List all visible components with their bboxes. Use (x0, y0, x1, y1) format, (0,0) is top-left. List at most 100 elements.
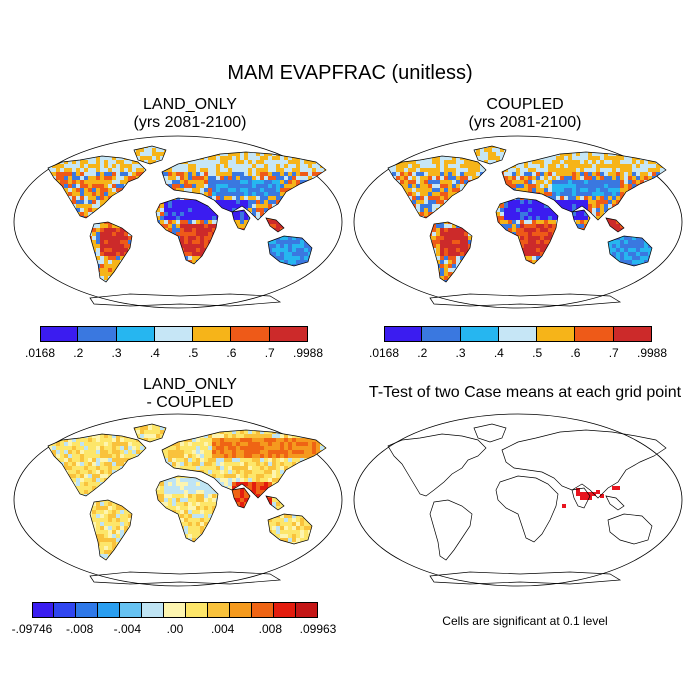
ttest-map (353, 413, 683, 587)
colorbar-swatch (164, 602, 186, 618)
difference-map (13, 413, 343, 587)
significant-cell (576, 492, 580, 496)
coastline-namerica (47, 155, 147, 219)
panel-title-coupled: COUPLED (yrs 2081-2100) (375, 96, 675, 132)
land-only-map (13, 135, 343, 309)
coastline-seasia (605, 495, 625, 511)
coastline-australia (267, 235, 313, 267)
significant-cell (588, 496, 592, 500)
coastline-samerica (429, 221, 473, 283)
significance-note: Cells are significant at 0.1 level (442, 614, 608, 628)
colorbar-swatch (76, 602, 98, 618)
colorbar-tick-label: .0168 (24, 346, 56, 360)
coastline-samerica (89, 499, 133, 561)
panel-title-line2: (yrs 2081-2100) (133, 114, 247, 131)
panel-title-line2: (yrs 2081-2100) (468, 114, 582, 131)
significant-cell (580, 496, 584, 500)
panel-title-difference: LAND_ONLY - COUPLED (40, 376, 340, 412)
coastline-seasia (265, 495, 285, 511)
colorbar-tick-label: .9988 (292, 346, 324, 360)
map-boundary (353, 413, 683, 587)
coastline-india (231, 487, 251, 509)
coastline-greenland (133, 145, 167, 165)
colorbar-tick-label: .7 (608, 346, 619, 360)
colorbar-tick-label: -.09746 (11, 622, 53, 636)
coastline-seasia (605, 217, 625, 233)
significant-cell (612, 486, 616, 490)
colorbar-swatch (120, 602, 142, 618)
coastline-antarctica (89, 571, 282, 585)
coastline-greenland (473, 423, 507, 443)
colorbar-tick-label: .4 (493, 346, 504, 360)
significant-cell (580, 492, 584, 496)
colorbar-tick-label: .3 (111, 346, 122, 360)
colorbar-tick-label: .5 (532, 346, 543, 360)
significant-cell (584, 496, 588, 500)
panel-title-line1: LAND_ONLY (143, 376, 237, 393)
coastline-africa (495, 197, 559, 265)
coastline-antarctica (429, 293, 622, 307)
land-only-colorbar: .0168 .2 .3 .4 .5 .6 .7 .9988 (25, 326, 323, 362)
colorbar-swatch (98, 602, 120, 618)
colorbar-frame (32, 602, 318, 618)
coastline-india (571, 487, 591, 509)
colorbar-swatch (154, 326, 194, 342)
significant-cell (596, 490, 600, 494)
colorbar-swatch (575, 326, 614, 342)
colorbar-swatch (142, 602, 164, 618)
colorbar-tick-label: .2 (417, 346, 428, 360)
significant-cell (562, 504, 566, 508)
panel-title-ttest: T-Test of two Case means at each grid po… (350, 384, 700, 402)
colorbar-swatch (40, 326, 79, 342)
coastline-namerica (47, 433, 147, 497)
coastline-eurasia (161, 429, 327, 499)
colorbar-tick-label: .09963 (299, 622, 337, 636)
coastline-samerica (89, 221, 133, 283)
panel-title-land-only: LAND_ONLY (yrs 2081-2100) (40, 96, 340, 132)
coastline-antarctica (89, 293, 282, 307)
colorbar-swatch (384, 326, 423, 342)
colorbar-tick-label: .3 (455, 346, 466, 360)
coastline-africa (155, 197, 219, 265)
coastline-india (231, 209, 251, 231)
colorbar-frame (40, 326, 308, 342)
coastline-namerica (387, 155, 487, 219)
coastline-greenland (473, 145, 507, 165)
colorbar-tick-label: .00 (166, 622, 184, 636)
colorbar-tick-label: .5 (188, 346, 199, 360)
colorbar-swatch (78, 326, 117, 342)
coastline-greenland (133, 423, 167, 443)
colorbar-swatch (231, 326, 270, 342)
panel-title-line1: T-Test of two Case means at each grid po… (368, 384, 682, 401)
colorbar-tick-label: .7 (264, 346, 275, 360)
coastline-africa (495, 475, 559, 543)
colorbar-swatch (230, 602, 252, 618)
colorbar-swatch (498, 326, 538, 342)
significant-cell (584, 492, 588, 496)
colorbar-swatch (32, 602, 54, 618)
coastline-seasia (265, 217, 285, 233)
coastline-samerica (429, 499, 473, 561)
colorbar-tick-label: .6 (226, 346, 237, 360)
colorbar-tick-label: .0168 (368, 346, 400, 360)
coastline-antarctica (429, 571, 622, 585)
figure-title: MAM EVAPFRAC (unitless) (227, 62, 473, 84)
difference-colorbar: -.09746 -.008 -.004 .00 .004 .008 .09963 (12, 602, 336, 638)
colorbar-tick-label: .008 (258, 622, 283, 636)
coupled-map (353, 135, 683, 309)
coastline-eurasia (161, 151, 327, 221)
colorbar-tick-label: .2 (73, 346, 84, 360)
colorbar-tick-label: -.004 (113, 622, 142, 636)
coastline-namerica (387, 433, 487, 497)
colorbar-swatch (460, 326, 499, 342)
colorbar-swatch (186, 602, 208, 618)
colorbar-swatch (116, 326, 155, 342)
panel-title-line1: COUPLED (486, 96, 564, 113)
significant-cell (588, 492, 592, 496)
coastline-australia (267, 513, 313, 545)
colorbar-swatch (252, 602, 274, 618)
colorbar-swatch (274, 602, 296, 618)
colorbar-swatch (422, 326, 461, 342)
panel-title-line1: LAND_ONLY (143, 96, 237, 113)
significant-cell (576, 488, 580, 492)
